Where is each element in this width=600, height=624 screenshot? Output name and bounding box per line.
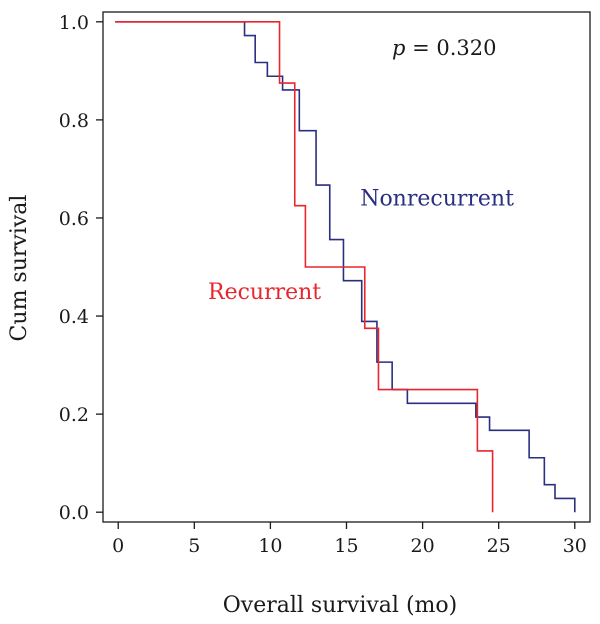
- y-tick-label: 0.8: [59, 110, 89, 132]
- y-tick-label: 0.4: [59, 306, 89, 328]
- axes: 0 5 10 15 20 25 30 0.0 0.2 0.4 0.6 0.8 1.0: [59, 11, 591, 557]
- x-tick-label: 25: [487, 535, 511, 557]
- p-value-annotation: p = 0.320: [392, 36, 497, 60]
- x-tick-label: 20: [411, 535, 435, 557]
- y-tick-label: 0.6: [59, 208, 89, 230]
- x-tick-label: 0: [112, 535, 124, 557]
- nonrecurrent-series-label: Nonrecurrent: [360, 187, 514, 212]
- y-tick-label: 0.0: [59, 502, 89, 524]
- y-tick-label: 1.0: [59, 12, 89, 34]
- series-layer: [115, 21, 576, 513]
- nonrecurrent-series-line: [115, 21, 576, 513]
- p-symbol: p: [392, 36, 405, 60]
- x-axis-title: Overall survival (mo): [223, 593, 457, 618]
- x-tick-label: 15: [334, 535, 358, 557]
- x-tick-label: 5: [188, 535, 200, 557]
- x-tick-label: 10: [258, 535, 282, 557]
- p-value-text: = 0.320: [405, 36, 496, 60]
- y-tick-label: 0.2: [59, 404, 89, 426]
- recurrent-series-line: [115, 21, 494, 513]
- recurrent-series-label: Recurrent: [208, 280, 321, 305]
- labels-layer: Nonrecurrent Recurrent: [208, 187, 514, 305]
- x-tick-label: 30: [563, 535, 587, 557]
- y-axis-title: Cum survival: [7, 195, 32, 342]
